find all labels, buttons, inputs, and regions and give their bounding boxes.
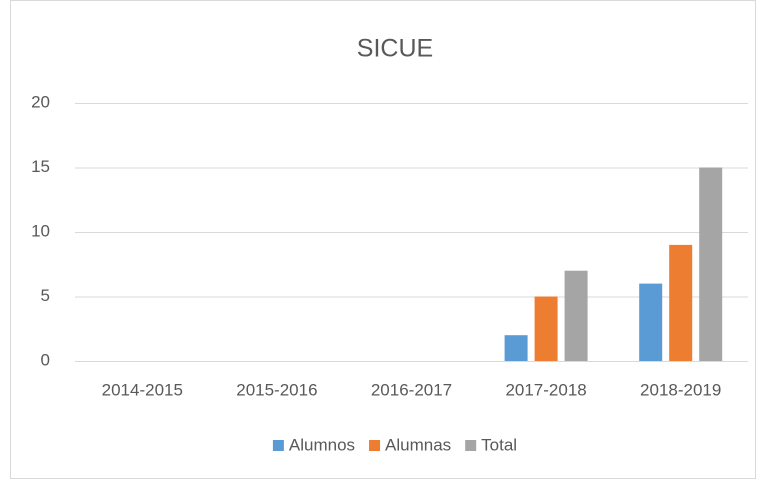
y-tick-label: 15: [31, 157, 50, 176]
x-tick-label: 2017-2018: [505, 380, 586, 399]
chart-title: SICUE: [357, 35, 433, 63]
bar: [669, 244, 693, 361]
y-tick-label: 10: [31, 221, 50, 240]
bar: [504, 335, 528, 361]
chart-border: [10, 0, 756, 479]
legend-label: Total: [481, 435, 517, 454]
bar: [564, 270, 588, 361]
bar: [534, 296, 558, 361]
y-tick-label: 0: [41, 350, 50, 369]
x-tick-label: 2018-2019: [640, 380, 721, 399]
y-tick-label: 5: [41, 286, 50, 305]
legend-swatch: [369, 440, 381, 451]
bar: [699, 167, 723, 361]
legend-swatch: [272, 440, 284, 451]
x-tick-label: 2016-2017: [371, 380, 452, 399]
legend-swatch: [465, 440, 477, 451]
x-tick-label: 2014-2015: [102, 380, 183, 399]
bar: [639, 283, 663, 361]
legend-label: Alumnas: [385, 435, 451, 454]
x-tick-label: 2015-2016: [236, 380, 317, 399]
legend-label: Alumnos: [289, 435, 355, 454]
y-tick-label: 20: [31, 92, 50, 111]
